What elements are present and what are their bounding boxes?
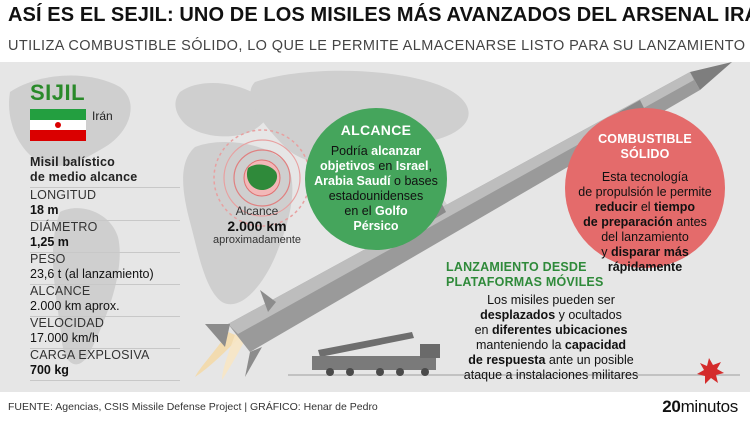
- range-map-note: aproximadamente: [212, 234, 302, 246]
- spec-value: 700 kg: [30, 363, 69, 377]
- exhaust-plume: [195, 332, 246, 380]
- brand-logo: 20minutos: [662, 397, 738, 416]
- spec-value: 17.000 km/h: [30, 331, 99, 345]
- spec-speed: VELOCIDAD 17.000 km/h: [30, 316, 180, 349]
- spec-label: PESO: [30, 252, 66, 266]
- spec-diameter: DIÁMETRO 1,25 m: [30, 220, 180, 253]
- iran-flag-icon: [30, 109, 86, 141]
- spec-label: DIÁMETRO: [30, 220, 98, 234]
- spec-value: 1,25 m: [30, 235, 69, 249]
- range-circle-text: Podría alcanzar objetivos en Israel, Ara…: [314, 144, 438, 233]
- page-subtitle: UTILIZA COMBUSTIBLE SÓLIDO, LO QUE LE PE…: [8, 38, 746, 54]
- spec-label: CARGA EXPLOSIVA: [30, 348, 150, 362]
- spec-type-line1: Misil balístico: [30, 155, 115, 169]
- spec-type-line2: de medio alcance: [30, 170, 138, 184]
- fuel-circle-text: Esta tecnología de propulsión le permite…: [578, 170, 712, 274]
- fuel-circle: COMBUSTIBLE SÓLIDO Esta tecnología de pr…: [565, 108, 725, 274]
- page-title: ASÍ ES EL SEJIL: UNO DE LOS MISILES MÁS …: [8, 4, 750, 26]
- country-label: Irán: [92, 109, 113, 123]
- spec-label: LONGITUD: [30, 188, 97, 202]
- spec-value: 23,6 t (al lanzamiento): [30, 267, 154, 281]
- spec-value: 2.000 km aprox.: [30, 299, 120, 313]
- source-credit: FUENTE: Agencias, CSIS Missile Defense P…: [8, 401, 378, 413]
- range-map-value: 2.000 km: [227, 218, 287, 234]
- spec-weight: PESO 23,6 t (al lanzamiento): [30, 252, 180, 285]
- missile-name: SIJIL: [30, 80, 86, 105]
- spec-label: VELOCIDAD: [30, 316, 105, 330]
- range-circle-title: ALCANCE: [340, 122, 412, 138]
- fuel-circle-title: COMBUSTIBLE SÓLIDO: [598, 132, 692, 161]
- spec-payload: CARGA EXPLOSIVA 700 kg: [30, 348, 180, 381]
- spec-label: ALCANCE: [30, 284, 91, 298]
- range-map-caption: Alcance 2.000 km aproximadamente: [212, 204, 302, 246]
- launch-title: LANZAMIENTO DESDE PLATAFORMAS MÓVILES: [446, 260, 604, 289]
- spec-value: 18 m: [30, 203, 59, 217]
- spec-length: LONGITUD 18 m: [30, 188, 180, 221]
- range-map-label: Alcance: [235, 204, 279, 218]
- spec-type: Misil balístico de medio alcance: [30, 155, 180, 188]
- mobile-launcher-illustration: [312, 332, 440, 376]
- impact-icon: [697, 358, 724, 384]
- spec-range: ALCANCE 2.000 km aprox.: [30, 284, 180, 317]
- launch-text: Los misiles pueden ser desplazados y ocu…: [463, 293, 639, 382]
- range-circle: ALCANCE Podría alcanzar objetivos en Isr…: [305, 108, 447, 250]
